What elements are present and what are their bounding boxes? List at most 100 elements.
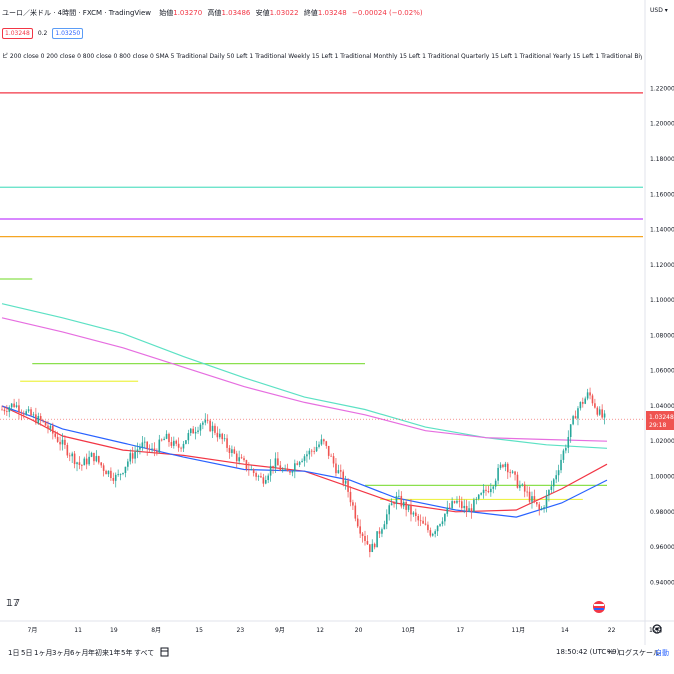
log-scale-toggle[interactable]: ログスケール	[618, 649, 660, 657]
candle-body	[487, 490, 490, 493]
time-tick-label: 12月	[649, 627, 663, 634]
candle-body	[39, 416, 42, 421]
range-all[interactable]: すべて	[134, 649, 155, 657]
candle-body	[516, 474, 519, 488]
candle-body	[194, 431, 197, 434]
price-tick-label: 1.20000	[650, 121, 674, 128]
range-5y[interactable]: 5年	[121, 649, 133, 657]
candle-body	[15, 405, 18, 408]
candle-body	[451, 501, 453, 509]
candle-body	[185, 440, 187, 444]
candle-body	[301, 460, 303, 462]
candle-body	[54, 433, 57, 437]
candle-body	[376, 531, 378, 548]
candle-body	[458, 500, 461, 502]
price-axis[interactable]: 1.22000 1.20000 1.18000 1.16000 1.14000 1.120…	[650, 85, 674, 586]
sell-button[interactable]: 1.03248	[2, 28, 33, 39]
candle-body	[371, 543, 374, 553]
time-tick-label: 15	[195, 627, 203, 634]
indicator-legend[interactable]: ピ 200 close 0 200 close 0 800 close 0 80…	[2, 53, 642, 60]
range-3m[interactable]: 3ヶ月	[52, 649, 71, 657]
candle-body	[579, 402, 582, 409]
candle-body	[206, 419, 209, 421]
candle-body	[240, 457, 243, 459]
candle-body	[93, 452, 95, 462]
time-tick-label: 23	[237, 627, 245, 634]
candle-body	[555, 475, 557, 480]
spread-value: 0.2	[37, 30, 48, 37]
goto-date-icon[interactable]	[160, 647, 169, 657]
candle-body	[177, 443, 180, 448]
price-tick-label: 1.18000	[650, 156, 674, 163]
candle-body	[267, 475, 269, 481]
candle-body	[35, 414, 37, 424]
candle-body	[332, 456, 335, 464]
price-tick-label: 1.22000	[650, 85, 674, 92]
candle-body	[264, 480, 267, 484]
candle-body	[424, 523, 427, 525]
price-tick-label: 1.16000	[650, 191, 674, 198]
candle-body	[565, 447, 567, 451]
range-1y[interactable]: 1年	[109, 649, 121, 657]
candle-body	[216, 432, 219, 438]
candle-body	[151, 448, 153, 450]
range-1d[interactable]: 1日	[8, 649, 20, 657]
candle-body	[463, 505, 466, 509]
range-1m[interactable]: 1ヶ月	[34, 649, 53, 657]
candle-body	[107, 470, 110, 475]
candle-body	[139, 447, 141, 450]
candle-body	[158, 439, 161, 453]
candle-body	[221, 433, 224, 440]
candle-body	[325, 441, 328, 446]
candle-body	[514, 471, 516, 475]
candle-body	[32, 414, 35, 416]
candle-body	[110, 470, 112, 479]
candle-body	[170, 442, 173, 446]
moving-average-line	[1, 303, 608, 449]
candle-body	[127, 461, 129, 467]
candle-body	[342, 471, 345, 484]
candle-body	[61, 439, 64, 445]
candle-body	[124, 466, 127, 474]
time-axis[interactable]: 7月 11 19 8月 15 23 9月 12 20 10月 17 11月 14 22 12月	[28, 627, 663, 634]
candle-body	[586, 392, 589, 399]
range-5d[interactable]: 5日	[21, 649, 33, 657]
range-6m[interactable]: 6ヶ月	[70, 649, 89, 657]
pivot-levels	[0, 92, 643, 501]
candle-body	[473, 499, 475, 512]
tradingview-logo[interactable]: 𝟙𝟟	[6, 598, 20, 609]
candle-body	[574, 416, 577, 419]
candle-body	[90, 452, 93, 457]
currency-selector[interactable]: USD ▾	[650, 7, 668, 14]
settings-gear-icon[interactable]	[652, 624, 662, 634]
candle-body	[356, 518, 359, 527]
clock[interactable]: 18:50:42 (UTC+9)	[556, 648, 620, 656]
buy-button[interactable]: 1.03250	[52, 28, 84, 39]
range-ytd[interactable]: 年初来	[88, 649, 109, 657]
candle-body	[422, 520, 424, 524]
candle-body	[431, 533, 434, 536]
auto-scale-toggle[interactable]: 自動	[655, 649, 669, 657]
candle-body	[320, 439, 323, 445]
time-tick-label: 19	[110, 627, 118, 634]
candle-body	[465, 505, 468, 512]
candle-body	[582, 402, 584, 404]
symbol-title[interactable]: ユーロ／米ドル · 4時間 · FXCM · TradingView	[2, 9, 152, 17]
price-tick-label: 1.00000	[650, 474, 674, 481]
candle-body	[286, 468, 289, 472]
candle-body	[6, 411, 8, 412]
candle-body	[1, 409, 3, 411]
time-tick-label: 8月	[151, 627, 161, 634]
candle-body	[400, 495, 403, 507]
candle-body	[567, 436, 570, 448]
close-label: 終値	[303, 9, 318, 17]
chart-legend[interactable]: ユーロ／米ドル · 4時間 · FXCM · TradingView 始値1.0…	[2, 8, 426, 18]
percent-toggle[interactable]: %	[607, 648, 614, 656]
candle-body	[572, 416, 574, 425]
candle-body	[364, 535, 366, 542]
flag-icon[interactable]	[593, 601, 605, 613]
current-price-label: 1.03248 29:18	[646, 411, 674, 430]
time-tick-label: 11	[74, 627, 82, 634]
